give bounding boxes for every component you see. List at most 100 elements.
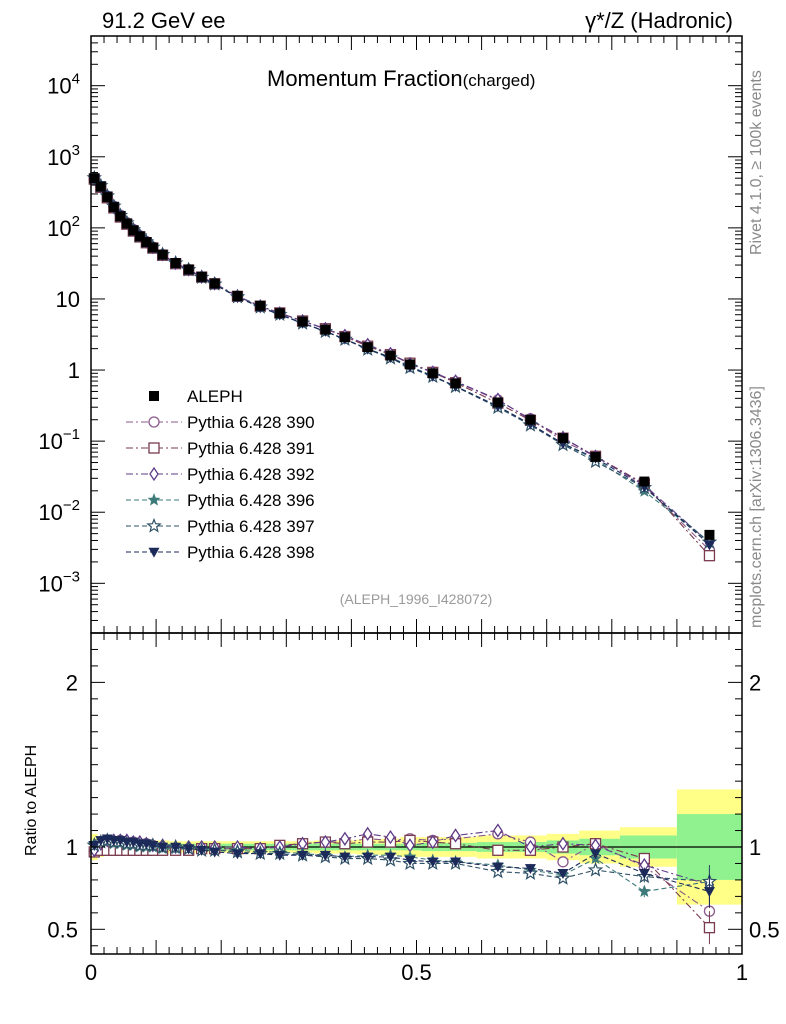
ratio-y-tick-label-right: 2 xyxy=(749,670,761,695)
chart-title-main: Momentum Fraction xyxy=(267,66,463,91)
data-point xyxy=(209,278,220,289)
data-point xyxy=(108,202,119,213)
x-tick-label: 0 xyxy=(85,960,97,985)
legend-marker xyxy=(149,466,159,482)
ratio-point xyxy=(492,862,504,873)
ratio-y-tick-label: 0.5 xyxy=(47,917,78,942)
legend: ALEPH Pythia 6.428 390 Pythia 6.428 391 Pyt… xyxy=(126,387,315,562)
data-point xyxy=(362,342,373,353)
data-point xyxy=(102,192,113,203)
legend-marker xyxy=(148,416,160,428)
ratio-point xyxy=(196,845,208,856)
ratio-point xyxy=(450,828,461,843)
y-tick-label: 104 xyxy=(47,71,80,99)
data-point xyxy=(385,350,396,361)
side-label-bottom: mcplots.cern.ch [arXiv:1306.3436] xyxy=(748,386,765,628)
data-point xyxy=(141,237,152,248)
ratio-point xyxy=(558,836,568,851)
main-panel: 10−3 10−2 10−1 1 10 102 103 104 Momentum Fracti… xyxy=(38,35,743,634)
side-label-top: Rivet 4.1.0, ≥ 100k events xyxy=(748,70,765,255)
ratio-point xyxy=(385,829,396,845)
ratio-point xyxy=(557,869,569,879)
data-point xyxy=(170,258,181,269)
ratio-point xyxy=(339,852,351,863)
legend-label: Pythia 6.428 398 xyxy=(187,543,315,562)
ratio-point xyxy=(703,922,716,934)
ratio-point xyxy=(231,849,243,860)
ratio-y-tick-label-right: 0.5 xyxy=(749,917,780,942)
ratio-point xyxy=(340,831,350,846)
ratio-point xyxy=(170,842,182,853)
y-tick-label: 10−2 xyxy=(38,497,80,525)
legend-label: ALEPH xyxy=(187,387,243,406)
data-point xyxy=(196,271,207,282)
series-line xyxy=(93,177,710,546)
ratio-point xyxy=(587,861,604,877)
data-point xyxy=(590,451,601,462)
data-point xyxy=(492,397,503,408)
data-point xyxy=(274,308,285,319)
ratio-point xyxy=(320,834,331,850)
y-tick-label: 10−3 xyxy=(38,568,80,596)
legend-label: Pythia 6.428 397 xyxy=(187,517,315,536)
y-tick-label: 103 xyxy=(47,142,80,170)
chart-title-suffix: (charged) xyxy=(463,71,536,90)
legend-label: Pythia 6.428 392 xyxy=(187,465,315,484)
ratio-point xyxy=(147,841,159,851)
ratio-y-label: Ratio to ALEPH xyxy=(23,745,40,856)
data-point xyxy=(450,378,461,389)
ratio-point xyxy=(637,884,651,897)
ratio-point xyxy=(524,864,536,875)
ratio-point xyxy=(493,823,503,838)
series-line xyxy=(93,178,710,544)
data-point xyxy=(147,242,158,253)
data-point xyxy=(121,218,132,229)
ratio-point xyxy=(88,841,100,851)
legend-marker xyxy=(148,547,160,558)
ratio-y-tick-label: 2 xyxy=(66,670,78,695)
data-point xyxy=(95,181,106,192)
ratio-point xyxy=(157,842,169,853)
ratio-point xyxy=(362,826,373,842)
legend-marker xyxy=(147,493,161,506)
data-point xyxy=(639,476,650,487)
ratio-point xyxy=(703,887,715,898)
ratio-point xyxy=(254,849,266,860)
ratio-point xyxy=(384,852,396,863)
ratio-panel: 0.5 0.5 1 1 2 2 Ratio to ALEPH xyxy=(23,632,780,955)
data-point xyxy=(232,291,243,302)
legend-label: Pythia 6.428 391 xyxy=(187,439,315,458)
ratio-point xyxy=(274,850,286,861)
ratio-point xyxy=(427,857,439,868)
data-point xyxy=(255,300,266,311)
header-right: γ*/Z (Hadronic) xyxy=(585,8,733,33)
legend-marker xyxy=(146,517,162,533)
y-tick-label: 102 xyxy=(47,213,80,241)
ratio-frame xyxy=(90,632,743,955)
data-point xyxy=(183,264,194,275)
data-point xyxy=(339,332,350,343)
series-point xyxy=(703,540,715,551)
x-tick-label: 1 xyxy=(736,960,748,985)
y-tick-label: 1 xyxy=(68,358,80,383)
data-point xyxy=(297,316,308,327)
ratio-point xyxy=(209,847,221,858)
ratio-y-tick-label-right: 1 xyxy=(749,835,761,860)
ratio-point xyxy=(183,844,195,855)
ratio-point xyxy=(638,869,650,879)
ratio-point xyxy=(590,849,602,860)
legend-label: Pythia 6.428 390 xyxy=(187,413,315,432)
data-point xyxy=(128,225,139,236)
ratio-point xyxy=(319,850,331,861)
data-point xyxy=(704,529,715,540)
analysis-id: (ALEPH_1996_I428072) xyxy=(340,591,493,607)
ratio-point xyxy=(492,844,504,856)
legend-marker xyxy=(148,442,160,454)
ratio-point xyxy=(404,855,416,866)
data-point xyxy=(320,324,331,335)
ratio-point xyxy=(297,850,309,861)
data-point xyxy=(525,414,536,425)
data-point xyxy=(157,249,168,260)
data-point xyxy=(404,359,415,370)
ratio-y-tick-label: 1 xyxy=(66,835,78,860)
